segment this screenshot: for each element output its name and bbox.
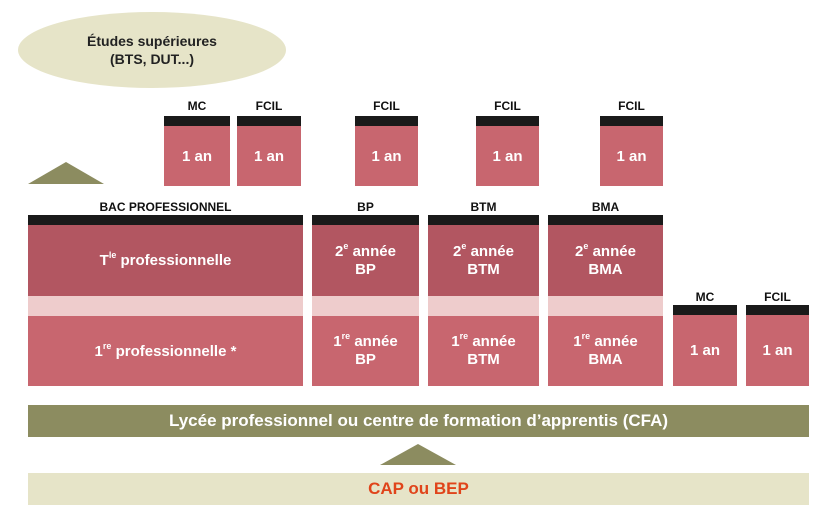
bac-pro-premiere-text: 1re professionnelle * <box>94 340 237 360</box>
top-col-box-fcil-2: 1 an <box>355 126 418 186</box>
right-col-label-fcil: FCIL <box>764 290 791 304</box>
right-col-box-mc: 1 an <box>673 315 737 386</box>
bac-pro-terminale-box: Tle professionnelle <box>28 225 303 296</box>
bac-pro-terminale-text: Tle professionnelle <box>99 250 232 270</box>
btm-year2-line1: 2e année <box>453 240 514 260</box>
top-col-label-fcil-3: FCIL <box>494 99 521 113</box>
arrow-up-cap-icon <box>380 444 456 465</box>
bac-pro-label: BAC PROFESSIONNEL <box>99 200 232 214</box>
bma-year1-box: 1re année BMA <box>548 316 663 386</box>
top-col-bar-fcil-4 <box>600 116 663 126</box>
top-col-label-fcil-2: FCIL <box>373 99 400 113</box>
bma-year1-line2: BMA <box>588 351 623 368</box>
top-col-bar-mc <box>164 116 230 126</box>
bac-pro-stripe <box>28 296 303 316</box>
btm-year1-line2: BTM <box>467 351 500 368</box>
bma-bar <box>548 215 663 225</box>
etudes-line2: (BTS, DUT...) <box>110 51 194 67</box>
right-col-box-fcil: 1 an <box>746 315 809 386</box>
btm-bar <box>428 215 539 225</box>
top-col-box-fcil-4: 1 an <box>600 126 663 186</box>
right-col-label-mc: MC <box>695 290 715 304</box>
right-col-bar-mc <box>673 305 737 315</box>
lycee-cfa-bar: Lycée professionnel ou centre de formati… <box>28 405 809 437</box>
bma-year2-box: 2e année BMA <box>548 225 663 296</box>
bma-stripe <box>548 296 663 316</box>
btm-year2-box: 2e année BTM <box>428 225 539 296</box>
top-col-bar-fcil-3 <box>476 116 539 126</box>
top-col-label-mc: MC <box>187 99 207 113</box>
top-col-bar-fcil-2 <box>355 116 418 126</box>
bma-year2-line2: BMA <box>588 260 623 278</box>
top-col-label-fcil-1: FCIL <box>255 99 283 113</box>
bp-stripe <box>312 296 419 316</box>
btm-year1-box: 1re année BTM <box>428 316 539 386</box>
etudes-line1: Études supérieures <box>87 33 217 49</box>
etudes-superieures-ellipse: Études supérieures (BTS, DUT...) <box>18 12 286 88</box>
btm-label: BTM <box>470 200 497 214</box>
top-col-bar-fcil-1 <box>237 116 301 126</box>
bp-year1-box: 1re année BP <box>312 316 419 386</box>
bac-pro-bar <box>28 215 303 225</box>
bp-year1-line2: BP <box>355 351 376 368</box>
bp-label: BP <box>357 200 374 214</box>
bma-label: BMA <box>591 200 620 214</box>
bp-bar <box>312 215 419 225</box>
arrow-up-etudes-icon <box>28 162 104 184</box>
bp-year1-line1: 1re année <box>333 331 398 351</box>
top-col-box-fcil-3: 1 an <box>476 126 539 186</box>
top-col-label-fcil-4: FCIL <box>618 99 645 113</box>
bp-year2-line1: 2e année <box>335 240 396 260</box>
cap-bep-bar: CAP ou BEP <box>28 473 809 505</box>
bp-year2-line2: BP <box>355 260 376 278</box>
bma-year1-line1: 1re année <box>573 331 638 351</box>
top-col-box-fcil-1: 1 an <box>237 126 301 186</box>
bma-year2-line1: 2e année <box>575 240 636 260</box>
btm-stripe <box>428 296 539 316</box>
bp-year2-box: 2e année BP <box>312 225 419 296</box>
btm-year2-line2: BTM <box>467 260 500 278</box>
btm-year1-line1: 1re année <box>451 331 516 351</box>
top-col-box-mc: 1 an <box>164 126 230 186</box>
bac-pro-premiere-box: 1re professionnelle * <box>28 316 303 386</box>
right-col-bar-fcil <box>746 305 809 315</box>
